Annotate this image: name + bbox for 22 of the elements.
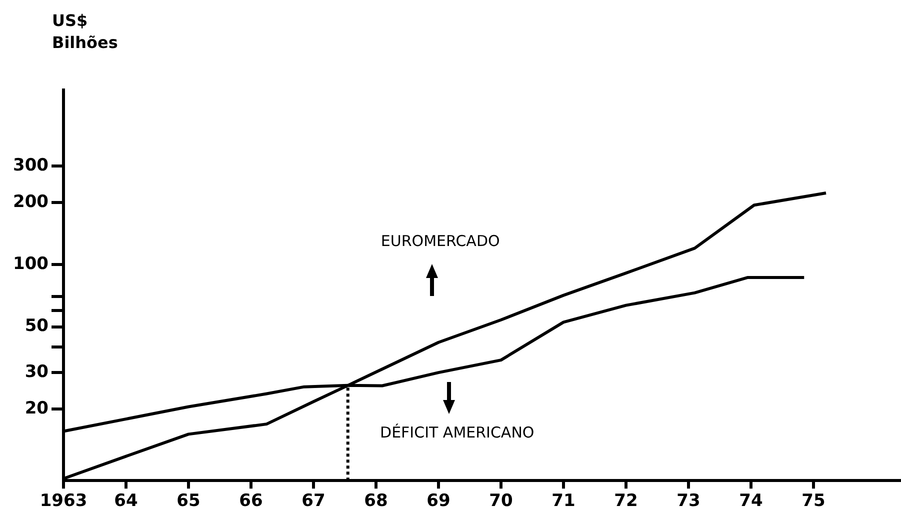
annotation: EUROMERCADO xyxy=(380,232,500,250)
y-axis-title: US$ Bilhões xyxy=(52,11,118,52)
y-tick-label: 30 xyxy=(24,362,49,382)
x-tick-label: 71 xyxy=(552,491,576,512)
y-tick-label: 200 xyxy=(12,192,49,212)
x-tick-label: 65 xyxy=(176,491,200,512)
x-tick-label: 67 xyxy=(302,491,326,512)
x-tick-label: 74 xyxy=(739,491,763,512)
x-tick-label: 75 xyxy=(802,491,826,512)
x-tick-label: 64 xyxy=(114,491,138,512)
y-tick-label: 300 xyxy=(12,155,49,176)
x-tick-label: 72 xyxy=(614,491,638,512)
x-tick-label: 68 xyxy=(364,491,388,512)
annotation: DÉFICIT AMERICANO xyxy=(380,424,534,442)
x-tick-label: 66 xyxy=(239,491,263,512)
y-tick-label: 50 xyxy=(24,316,49,336)
x-tick-label: 70 xyxy=(489,491,513,512)
x-tick-label: 69 xyxy=(426,491,450,512)
y-tick-label: 20 xyxy=(24,398,49,418)
x-tick-label: 73 xyxy=(676,491,700,512)
y-tick-label: 100 xyxy=(12,254,49,274)
x-tick-label: 1963 xyxy=(40,491,88,512)
